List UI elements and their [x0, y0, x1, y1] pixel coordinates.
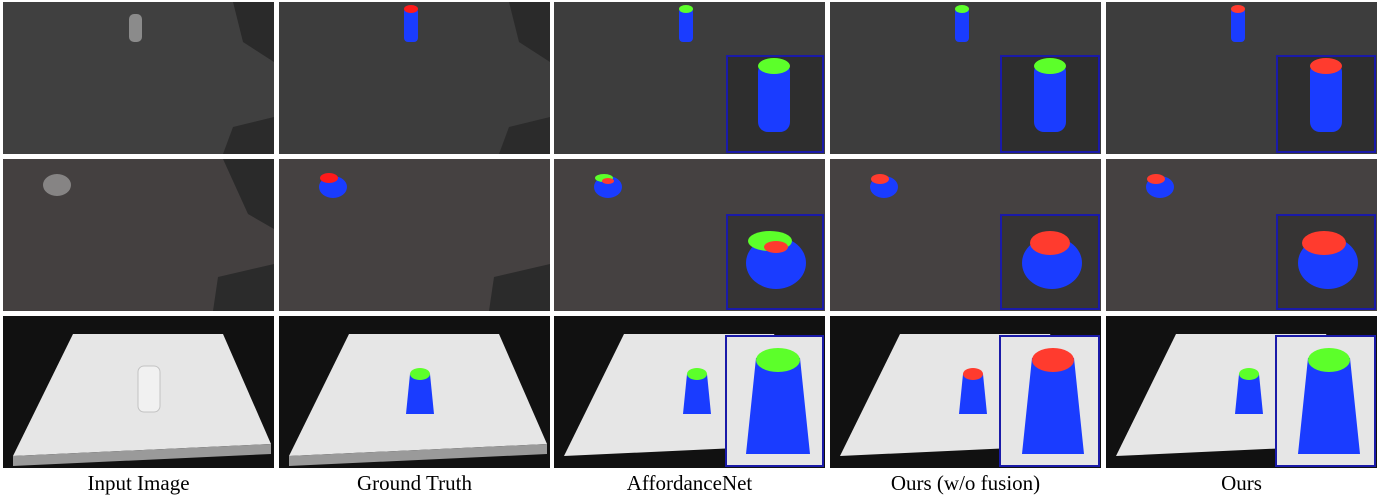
cell-ours-row3 [1106, 316, 1377, 468]
mask-contain [404, 5, 418, 13]
cell-input-row3 [3, 316, 274, 468]
caption-ground-truth: Ground Truth [357, 471, 472, 495]
cell-ours-nofusion-row2 [830, 159, 1101, 311]
cell-ours-nofusion-row3 [830, 316, 1101, 468]
caption-ours: Ours [1221, 471, 1262, 495]
cell-affnet-row2 [554, 159, 825, 311]
cell-gt-row1 [279, 2, 550, 154]
cell-input-row2 [3, 159, 274, 311]
glass-object [129, 14, 142, 42]
bowl-object [43, 174, 71, 196]
cell-ours-row1 [1106, 2, 1377, 154]
caption-affordancenet: AffordanceNet [626, 471, 753, 495]
cell-affnet-row3 [554, 316, 825, 468]
caption-input-image: Input Image [87, 471, 190, 495]
figure-grid [3, 2, 1377, 468]
cell-affnet-row1 [554, 2, 825, 154]
cell-ours-nofusion-row1 [830, 2, 1101, 154]
cell-ours-row2 [1106, 159, 1377, 311]
column-captions: Input Image Ground Truth AffordanceNet O… [0, 470, 1395, 497]
caption-ours-without-fusion: Ours (w/o fusion) [890, 471, 1041, 495]
cell-gt-row2 [279, 159, 550, 311]
glass-object [137, 365, 161, 413]
cell-input-row1 [3, 2, 274, 154]
cell-gt-row3 [279, 316, 550, 468]
mask-wrap-grasp [404, 8, 418, 42]
